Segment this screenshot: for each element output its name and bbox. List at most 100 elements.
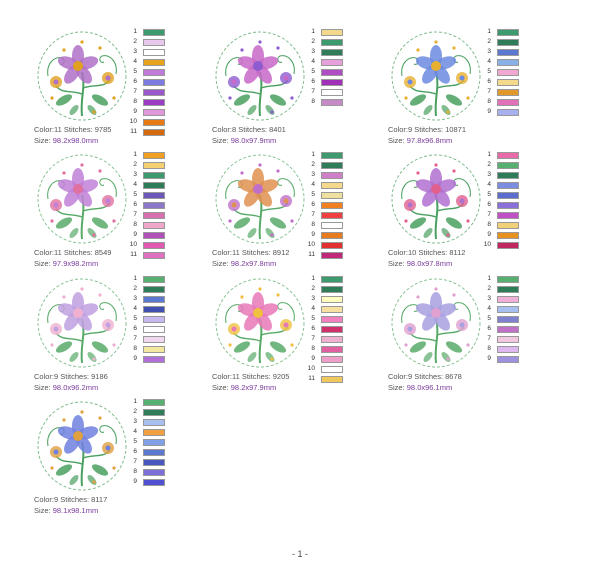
design-stats-line: Color:8 Stitches: 8401	[212, 124, 286, 135]
color-swatch	[143, 172, 165, 179]
color-swatch-row: 7	[483, 211, 523, 221]
swatch-number: 11	[130, 128, 137, 135]
swatch-number: 9	[487, 231, 491, 238]
color-swatch-row: 5	[129, 315, 169, 325]
color-swatch	[143, 399, 165, 406]
color-swatch-list: 1 2 3 4 5 6 7 8 9	[129, 275, 169, 365]
color-swatch	[321, 29, 343, 36]
color-swatch	[143, 306, 165, 313]
color-swatch	[321, 212, 343, 219]
swatch-number: 10	[307, 241, 315, 248]
color-count-label: Color:	[34, 495, 55, 504]
swatch-number: 6	[311, 201, 315, 208]
swatch-number: 9	[133, 231, 137, 238]
swatch-number: 7	[487, 211, 491, 218]
design-stats-line: Color:11 Stitches: 8912	[212, 247, 289, 258]
design-thumbnail-art	[215, 154, 305, 244]
color-swatch	[497, 296, 519, 303]
swatch-number: 6	[487, 201, 491, 208]
color-swatch-row: 9	[129, 355, 169, 365]
color-swatch	[143, 212, 165, 219]
swatch-number: 1	[133, 398, 137, 405]
design-stats-line: Color:9 Stitches: 8117	[34, 494, 107, 505]
design-thumbnail-art	[37, 401, 127, 491]
color-swatch	[321, 49, 343, 56]
color-swatch-list: 1 2 3 4 5 6 7 8 9 10 11	[307, 275, 347, 385]
swatch-number: 2	[487, 38, 491, 45]
design-stats-line: Color:9 Stitches: 10871	[388, 124, 466, 135]
color-count-value: 9	[54, 495, 61, 504]
color-swatch	[143, 192, 165, 199]
size-label: Size:	[34, 506, 53, 515]
color-swatch-row: 5	[129, 438, 169, 448]
color-swatch	[497, 152, 519, 159]
color-swatch-row: 6	[129, 78, 169, 88]
color-swatch	[497, 346, 519, 353]
color-swatch-row: 5	[129, 68, 169, 78]
color-swatch	[321, 326, 343, 333]
color-swatch-row: 5	[307, 315, 347, 325]
color-swatch	[321, 286, 343, 293]
swatch-number: 5	[133, 315, 137, 322]
design-size-line: Size: 98.0x97.9mm	[212, 135, 286, 146]
swatch-number: 8	[487, 345, 491, 352]
color-swatch	[321, 296, 343, 303]
swatch-number: 1	[133, 275, 137, 282]
color-swatch-row: 8	[307, 345, 347, 355]
color-swatch-row: 5	[307, 68, 347, 78]
color-swatch	[497, 69, 519, 76]
color-count-value: 11	[232, 248, 242, 257]
swatch-number: 11	[308, 375, 315, 382]
swatch-number: 7	[311, 211, 315, 218]
stitches-label: Stitches:	[238, 125, 270, 134]
swatch-number: 8	[487, 98, 491, 105]
color-swatch	[143, 429, 165, 436]
design-thumbnail-art	[37, 31, 127, 121]
color-swatch-row: 11	[307, 251, 347, 261]
color-swatch	[143, 59, 165, 66]
color-swatch	[143, 346, 165, 353]
size-value: 97.8x96.8mm	[406, 136, 453, 145]
swatch-number: 4	[487, 181, 491, 188]
swatch-number: 4	[487, 305, 491, 312]
color-swatch	[143, 439, 165, 446]
swatch-number: 4	[133, 428, 137, 435]
design-info: Color:8 Stitches: 8401 Size: 98.0x97.9mm	[212, 124, 286, 146]
swatch-number: 4	[133, 181, 137, 188]
color-swatch	[321, 182, 343, 189]
color-swatch	[143, 99, 165, 106]
stitches-value: 8117	[91, 495, 108, 504]
color-swatch-row: 6	[129, 325, 169, 335]
color-count-value: 10	[408, 248, 419, 257]
design-size-line: Size: 97.9x98.2mm	[34, 258, 111, 269]
color-swatch-row: 2	[129, 161, 169, 171]
color-swatch-row: 5	[129, 191, 169, 201]
swatch-number: 6	[133, 448, 137, 455]
color-count-label: Color:	[388, 125, 409, 134]
swatch-number: 1	[487, 151, 491, 158]
color-count-label: Color:	[388, 372, 409, 381]
swatch-number: 5	[487, 191, 491, 198]
swatch-number: 8	[487, 221, 491, 228]
size-label: Size:	[34, 136, 53, 145]
color-swatch	[321, 172, 343, 179]
color-swatch	[143, 459, 165, 466]
color-swatch-row: 7	[129, 211, 169, 221]
color-swatch	[143, 79, 165, 86]
stitches-value: 9205	[272, 372, 290, 381]
color-swatch-row: 4	[129, 181, 169, 191]
color-swatch-row: 3	[307, 48, 347, 58]
color-swatch	[497, 242, 519, 249]
swatch-number: 7	[311, 335, 315, 342]
design-size-line: Size: 98.2x98.0mm	[34, 135, 111, 146]
size-value: 97.9x98.2mm	[52, 259, 99, 268]
color-swatch-row: 1	[129, 398, 169, 408]
color-swatch	[497, 99, 519, 106]
design-size-line: Size: 98.0x97.8mm	[388, 258, 465, 269]
stitches-label: Stitches:	[414, 125, 446, 134]
color-swatch-row: 2	[483, 161, 523, 171]
color-count-value: 11	[54, 248, 64, 257]
color-count-label: Color:	[212, 248, 233, 257]
color-swatch	[321, 79, 343, 86]
size-label: Size:	[388, 259, 407, 268]
